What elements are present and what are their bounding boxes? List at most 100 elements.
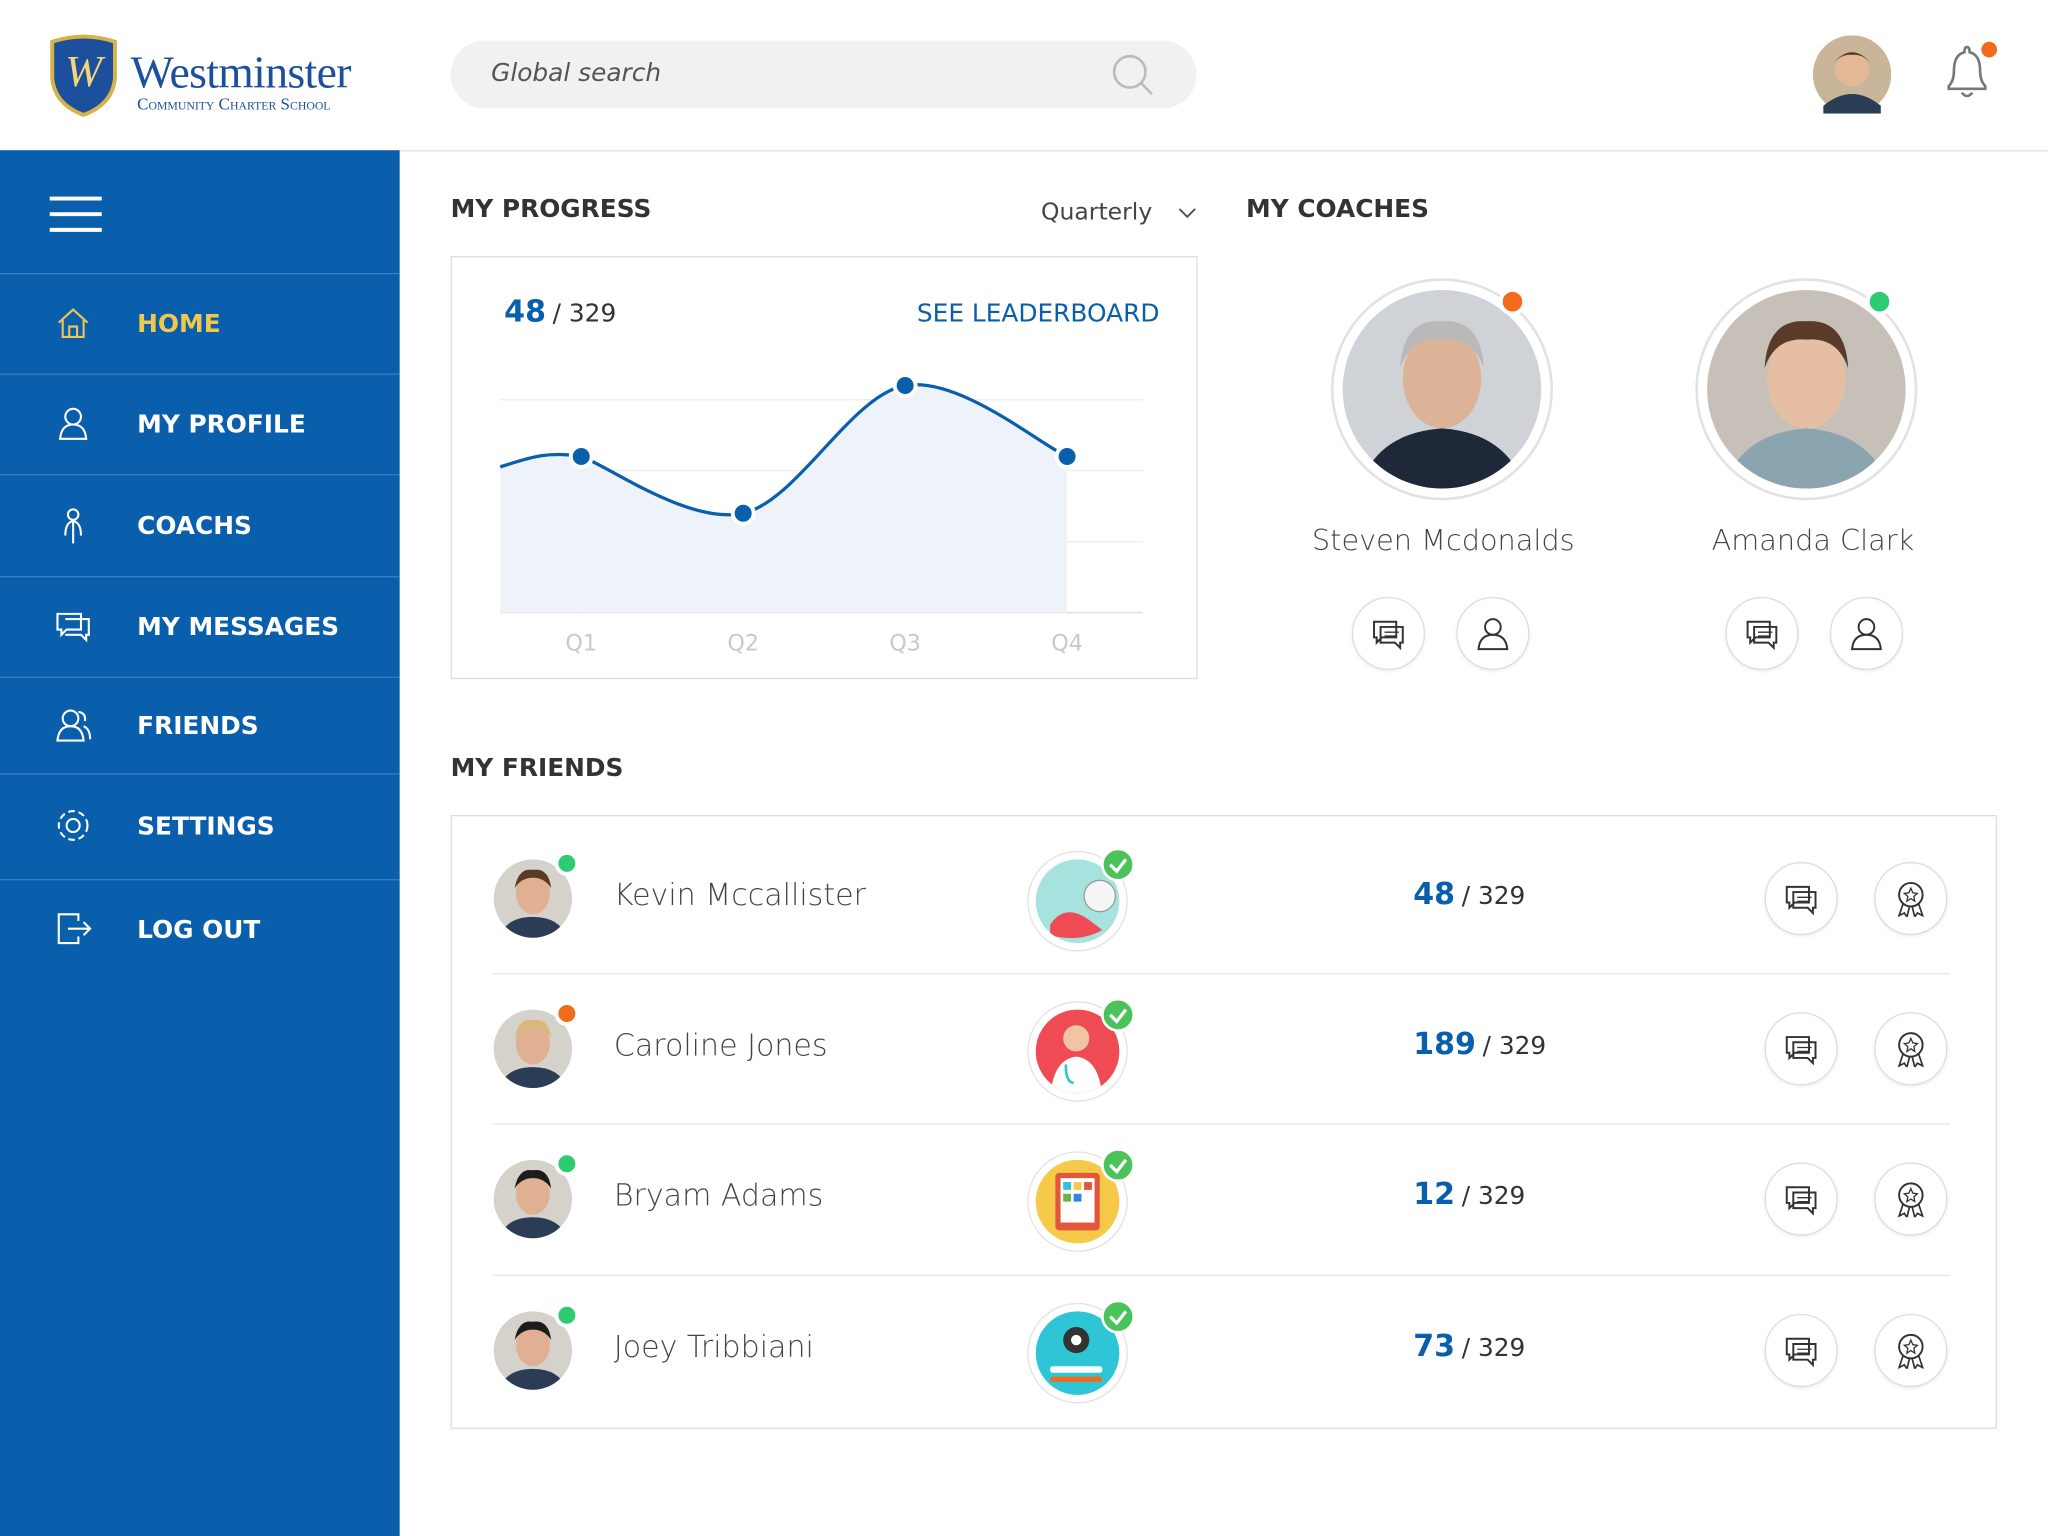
status-dot [554, 1302, 580, 1328]
friend-avatar[interactable] [492, 999, 586, 1093]
friend-score: 73 / 329 [1413, 1330, 1525, 1364]
friend-badge[interactable] [1027, 999, 1145, 1103]
message-button[interactable] [1764, 1012, 1838, 1086]
message-icon [1373, 620, 1404, 651]
notification-bell[interactable] [1938, 39, 1998, 104]
menu-label: HOME [137, 309, 221, 339]
status-dot [554, 850, 580, 876]
menu-label: COACHS [137, 511, 252, 541]
menu-icon [57, 912, 92, 944]
award-button[interactable] [1874, 862, 1948, 936]
menu-item[interactable]: MY PROFILE [0, 375, 400, 476]
menu-icon [56, 708, 92, 741]
menu-label: SETTINGS [137, 812, 275, 842]
menu-item[interactable]: SETTINGS [0, 775, 400, 881]
status-dot [1865, 287, 1894, 316]
leaderboard-link[interactable]: SEE LEADERBOARD [916, 299, 1160, 328]
area-fill [581, 384, 1068, 613]
menu-item[interactable]: MY MESSAGES [0, 577, 400, 678]
profile-button[interactable] [1829, 596, 1904, 671]
point [1054, 444, 1080, 469]
menu-icon [58, 308, 89, 339]
message-icon [1785, 1036, 1817, 1066]
status-dot [554, 1151, 580, 1177]
award-icon [1897, 1182, 1924, 1218]
user-avatar[interactable] [1812, 35, 1892, 114]
profile-button[interactable] [1456, 596, 1530, 671]
score-value: 12 [1413, 1178, 1456, 1213]
menu-item[interactable]: HOME [0, 274, 400, 375]
menu-icon [58, 407, 88, 440]
logo-subtitle: Community Charter School [137, 94, 331, 114]
menu-label: MY MESSAGES [137, 612, 340, 642]
score-total: / 329 [1461, 1333, 1526, 1363]
svg-text:W: W [65, 46, 106, 96]
friend-avatar[interactable] [492, 849, 586, 943]
message-button[interactable] [1764, 1313, 1838, 1388]
message-icon [1785, 885, 1817, 916]
menu-icon [56, 612, 90, 643]
friend-badge[interactable] [1027, 1300, 1145, 1405]
x-tick-label: Q2 [727, 630, 759, 656]
friend-name: Bryam Adams [613, 1179, 824, 1214]
award-icon [1897, 881, 1924, 917]
friend-score: 12 / 329 [1413, 1178, 1525, 1212]
friend-badge[interactable] [1027, 848, 1145, 953]
award-button[interactable] [1874, 1162, 1948, 1236]
header: W Westminster Community Charter School G… [0, 0, 2048, 152]
x-tick-label: Q1 [565, 630, 597, 656]
progress-title: MY PROGRESS [450, 194, 652, 224]
friend-badge[interactable] [1027, 1149, 1145, 1253]
profile-icon [1477, 618, 1509, 651]
logo-shield: W [50, 34, 117, 118]
message-button[interactable] [1725, 596, 1799, 671]
point [568, 444, 594, 469]
point [892, 373, 918, 398]
friends-card: Kevin Mccallister 48 / 329 Caroline Jone… [450, 815, 1998, 1429]
score-total: / 329 [1482, 1031, 1547, 1061]
coach-name: Amanda Clark [1711, 525, 1915, 558]
menu-item[interactable]: FRIENDS [0, 678, 400, 775]
friend-avatar[interactable] [492, 1301, 586, 1395]
progress-score: 48 / 329 [504, 295, 616, 329]
score-value: 73 [1413, 1329, 1456, 1364]
menu-item[interactable]: LOG OUT [0, 880, 400, 978]
menu-item[interactable]: COACHS [0, 475, 400, 578]
status-dot [554, 1001, 580, 1026]
menu-label: MY PROFILE [137, 410, 306, 439]
menu-icon [64, 507, 83, 543]
award-icon [1897, 1032, 1924, 1068]
friend-avatar[interactable] [492, 1149, 586, 1243]
score-total: / 329 [1461, 881, 1526, 911]
period-label: Quarterly [1040, 198, 1153, 226]
period-select[interactable]: Quarterly [1041, 199, 1196, 226]
line [580, 382, 1068, 517]
message-button[interactable] [1351, 596, 1425, 671]
friend-score: 48 / 329 [1413, 878, 1525, 912]
friend-score: 189 / 329 [1413, 1028, 1546, 1062]
friend-name: Joey Tribbiani [613, 1330, 814, 1365]
score-value: 48 [504, 295, 546, 330]
x-tick-label: Q4 [1051, 630, 1083, 656]
award-button[interactable] [1874, 1313, 1948, 1388]
message-icon [1785, 1337, 1817, 1368]
message-button[interactable] [1764, 1162, 1838, 1236]
score-total: / 329 [552, 299, 617, 328]
message-icon [1785, 1186, 1817, 1216]
chevron [1178, 208, 1196, 219]
message-button[interactable] [1764, 862, 1838, 936]
coach-name: Steven Mcdonalds [1311, 525, 1575, 558]
search-icon[interactable] [1109, 51, 1156, 98]
search-placeholder: Global search [491, 58, 662, 88]
coach-photo[interactable] [1330, 277, 1555, 502]
area-lead [500, 454, 582, 613]
menu-toggle[interactable] [49, 196, 102, 235]
score-value: 48 [1413, 877, 1456, 912]
award-button[interactable] [1874, 1012, 1948, 1086]
x-tick-label: Q3 [889, 630, 921, 656]
coach-photo[interactable] [1694, 277, 1919, 502]
search-box[interactable]: Global search [450, 40, 1197, 109]
message-icon [1746, 620, 1778, 651]
